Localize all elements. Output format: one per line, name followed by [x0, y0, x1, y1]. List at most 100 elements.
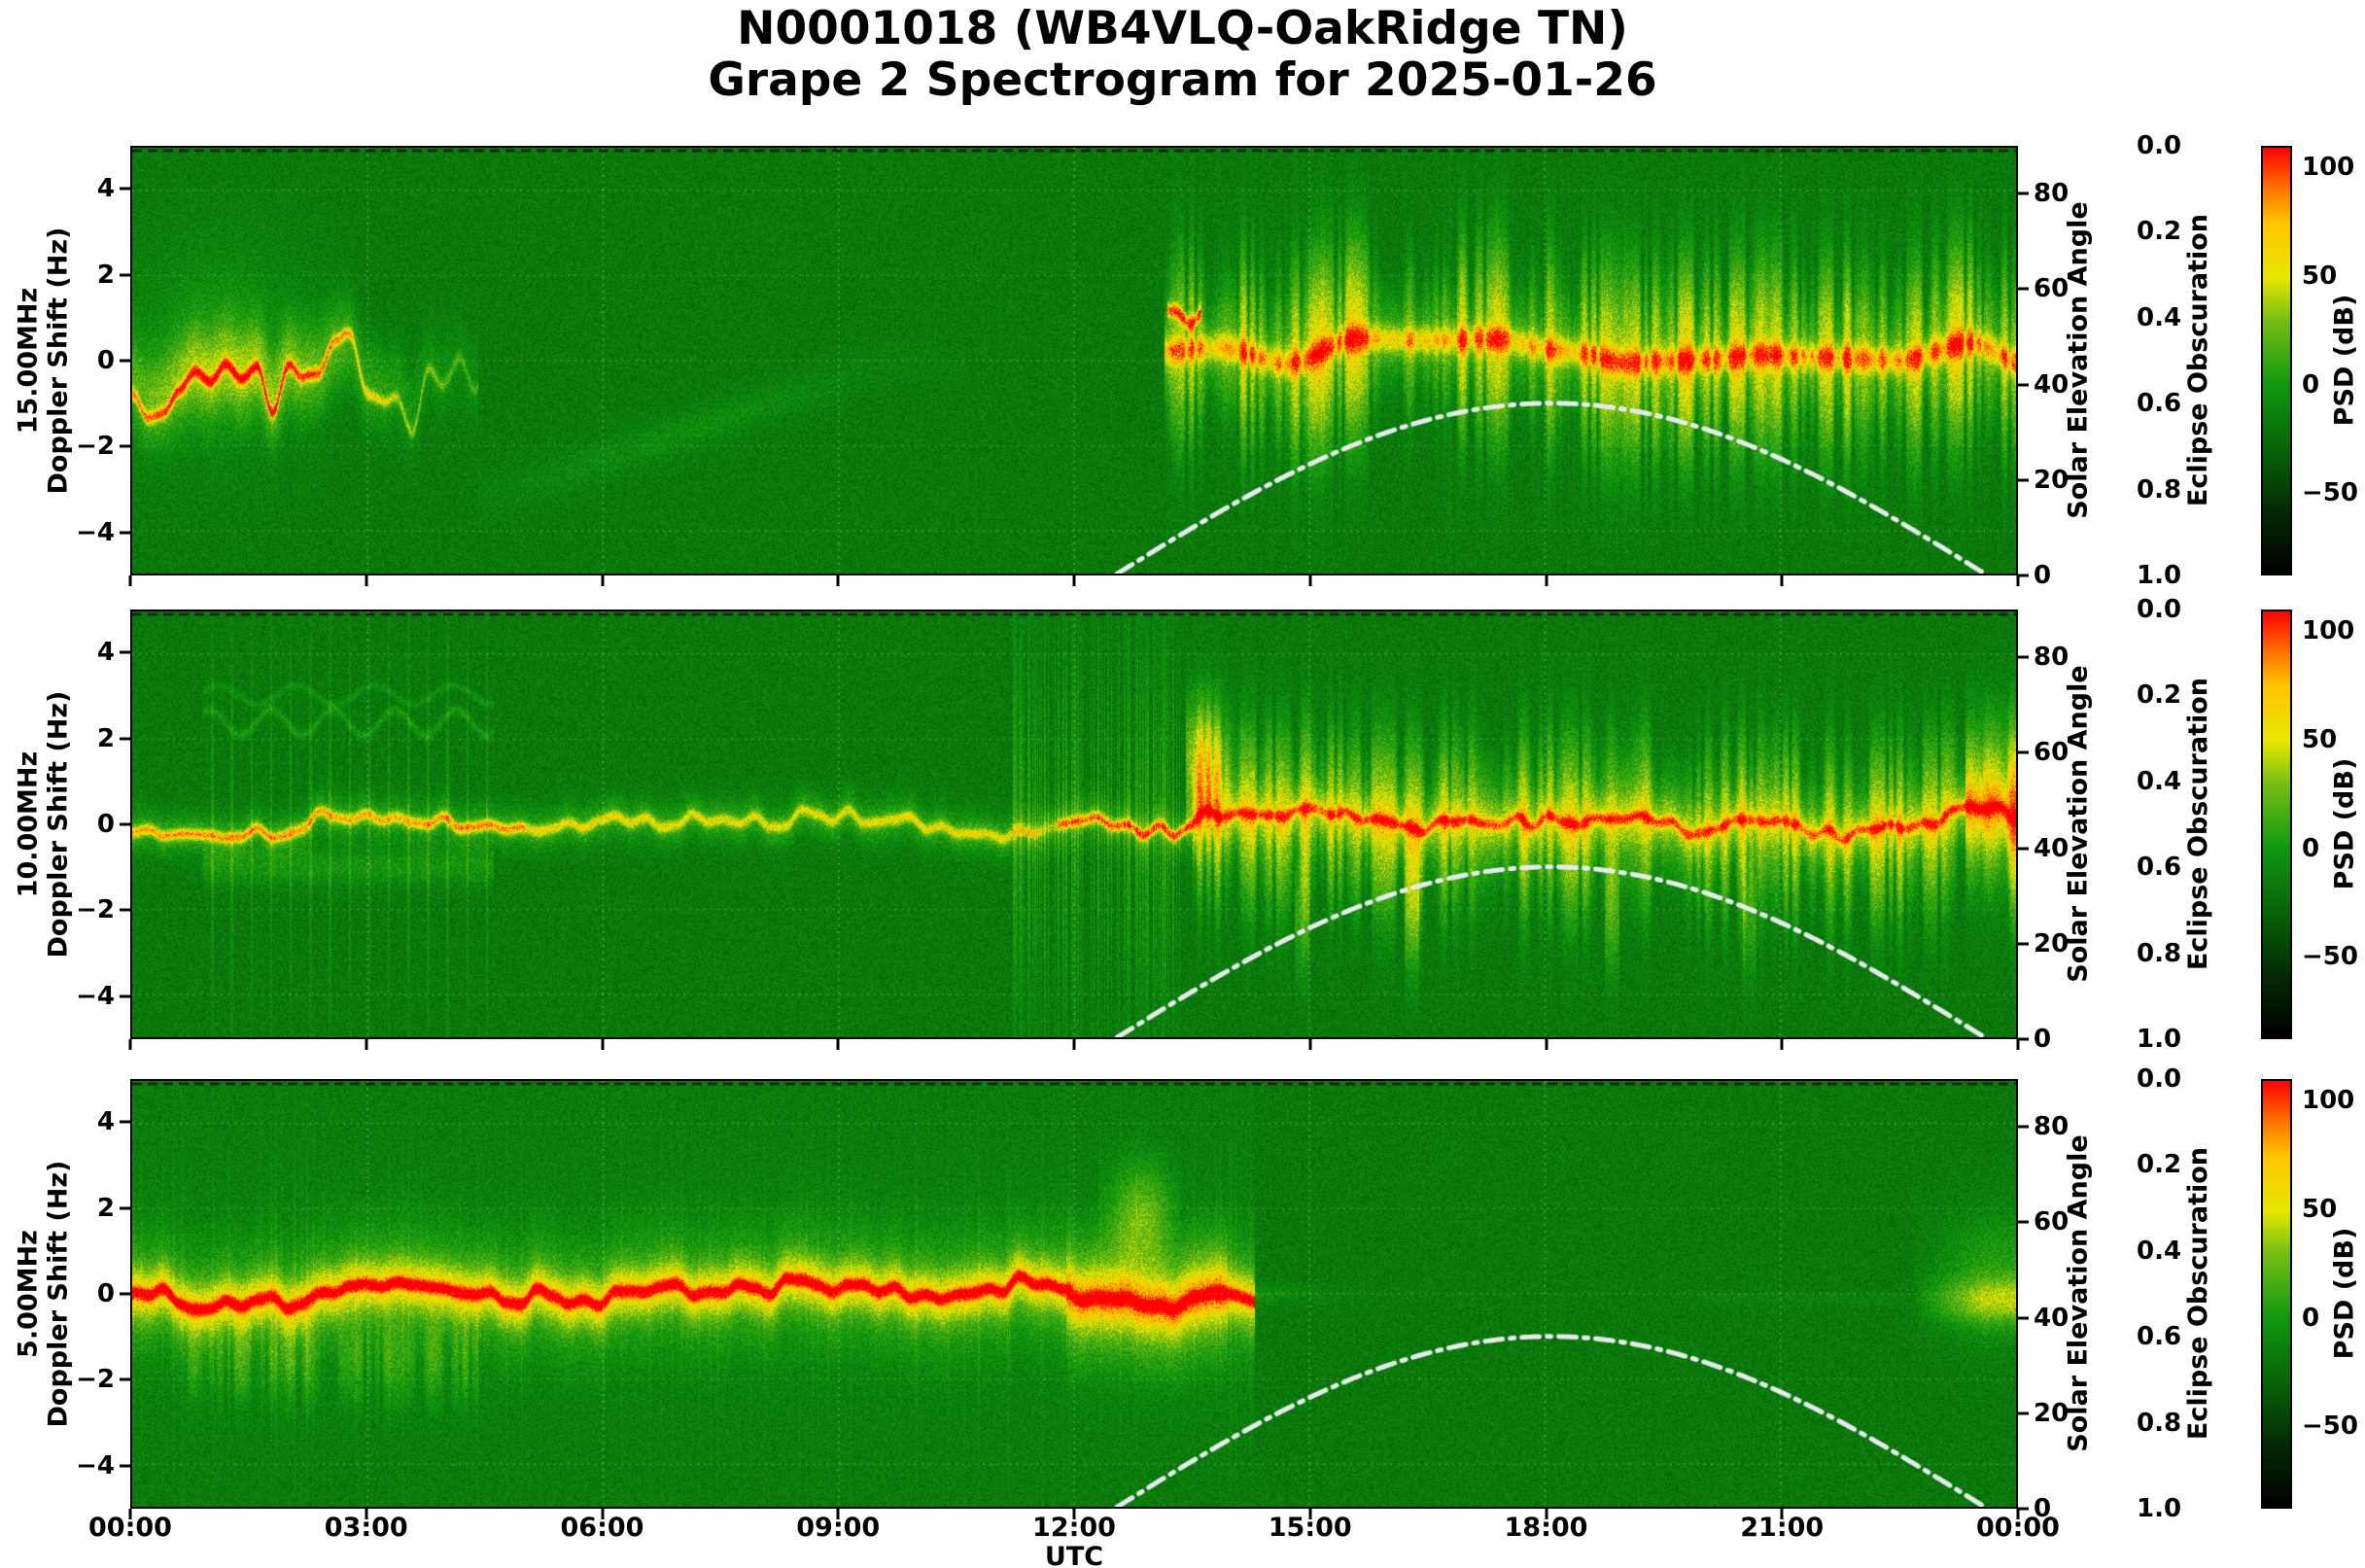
- solar-elevation-ticks: 80 60 40 20 0: [2034, 1079, 2082, 1521]
- spectrogram-5mhz-canvas: [132, 1081, 2016, 1507]
- x-tick-label: 15:00: [1268, 1513, 1352, 1543]
- psd-colorbar-ticks: 100 50 0 −50: [2302, 146, 2362, 575]
- x-tick-mark: [1308, 1509, 1312, 1519]
- y-tick-label: 2: [96, 723, 115, 753]
- psd-tick-label: −50: [2302, 478, 2358, 508]
- y-tick-mark: [120, 273, 130, 277]
- solar-axis-label: Solar Elevation Angle: [2063, 1134, 2094, 1453]
- x-axis-label-utc: UTC: [1044, 1542, 1104, 1568]
- psd-tick-label: 100: [2302, 1086, 2355, 1116]
- eclipse-axis-label: Eclipse Obscuration: [2183, 214, 2214, 507]
- x-tick-mark: [128, 575, 132, 586]
- band-label-10mhz: 10.00MHz: [12, 750, 43, 898]
- y-tick-label: −2: [76, 895, 115, 925]
- solar-tick-mark: [2018, 1125, 2029, 1129]
- eclipse-obscuration-ticks: 0.0 0.2 0.4 0.6 0.8 1.0: [2137, 133, 2193, 588]
- spectrogram-5mhz-plot: [130, 1079, 2018, 1509]
- y-tick-label: 4: [96, 638, 115, 668]
- x-tick-marks: [128, 1509, 2020, 1522]
- y-tick-label: −4: [76, 517, 115, 547]
- x-tick-mark: [1780, 575, 1784, 586]
- psd-tick-label: 100: [2302, 616, 2355, 646]
- x-tick-marks: [128, 575, 2020, 589]
- solar-tick-mark: [2018, 655, 2029, 659]
- psd-tick-label: 0: [2302, 369, 2320, 400]
- x-tick-mark: [1545, 1039, 1548, 1050]
- y-tick-label: 0: [96, 1279, 115, 1308]
- x-tick-label: 18:00: [1504, 1513, 1588, 1543]
- x-tick-mark: [2016, 575, 2020, 586]
- eclipse-tick-label: 0.8: [2137, 1408, 2182, 1438]
- x-tick-mark: [365, 575, 368, 586]
- y-tick-label: 4: [96, 1107, 115, 1137]
- x-tick-mark: [1072, 575, 1076, 586]
- eclipse-tick-label: 0.6: [2137, 389, 2182, 419]
- solar-tick-mark: [2018, 847, 2029, 851]
- x-tick-mark: [601, 1509, 604, 1519]
- solar-tick-label: 20: [2034, 465, 2069, 495]
- x-tick-label: 00:00: [88, 1513, 172, 1543]
- eclipse-obscuration-ticks: 0.0 0.2 0.4 0.6 0.8 1.0: [2137, 1066, 2193, 1521]
- solar-tick-label: 40: [2034, 1303, 2069, 1333]
- eclipse-tick-label: 0.0: [2137, 595, 2182, 624]
- solar-tick-label: 0: [2034, 1494, 2052, 1523]
- psd-tick-label: −50: [2302, 942, 2358, 972]
- title-line2: Grape 2 Spectrogram for 2025-01-26: [708, 52, 1657, 107]
- x-tick-label: 21:00: [1740, 1513, 1825, 1543]
- x-tick-mark: [2016, 1039, 2020, 1050]
- solar-tick-label: 0: [2034, 1025, 2052, 1054]
- x-tick-mark: [1072, 1509, 1076, 1519]
- eclipse-tick-label: 1.0: [2137, 561, 2182, 590]
- x-tick-mark: [1072, 1039, 1076, 1050]
- x-tick-marks: [128, 1039, 2020, 1053]
- psd-colorbar-ticks: 100 50 0 −50: [2302, 610, 2362, 1039]
- y-tick-label: 4: [96, 174, 115, 204]
- psd-tick-label: 100: [2302, 153, 2355, 183]
- psd-tick-label: 0: [2302, 833, 2320, 863]
- eclipse-axis-label: Eclipse Obscuration: [2183, 1147, 2214, 1441]
- solar-tick-mark: [2018, 1316, 2029, 1320]
- solar-tick-label: 40: [2034, 369, 2069, 400]
- x-tick-mark: [836, 1509, 840, 1519]
- x-tick-label: 06:00: [560, 1513, 644, 1543]
- solar-elevation-ticks: 80 60 40 20 0: [2034, 610, 2082, 1052]
- solar-tick-label: 60: [2034, 738, 2069, 768]
- x-axis-tick-labels: 00:00 03:00 06:00 09:00 12:00 15:00 18:00 21:00…: [88, 1513, 2060, 1544]
- band-label-15mhz: 15.00MHz: [12, 287, 43, 435]
- psd-colorbar: [2261, 146, 2292, 575]
- x-tick-mark: [1780, 1039, 1784, 1050]
- y-tick-label: 0: [96, 346, 115, 375]
- solar-tick-mark: [2018, 383, 2029, 387]
- x-tick-label: 12:00: [1032, 1513, 1116, 1543]
- x-tick-mark: [1308, 575, 1312, 586]
- y-tick-mark: [120, 444, 130, 448]
- solar-tick-mark: [2018, 1507, 2029, 1511]
- solar-tick-mark: [2018, 287, 2029, 291]
- eclipse-tick-label: 0.6: [2137, 1322, 2182, 1352]
- x-tick-mark: [128, 1039, 132, 1050]
- eclipse-tick-label: 0.2: [2137, 680, 2182, 711]
- solar-tick-label: 80: [2034, 179, 2069, 209]
- x-tick-mark: [601, 575, 604, 586]
- solar-tick-mark: [2018, 478, 2029, 482]
- psd-tick-label: −50: [2302, 1411, 2358, 1442]
- eclipse-tick-label: 0.4: [2137, 302, 2182, 332]
- solar-axis-label: Solar Elevation Angle: [2063, 665, 2094, 984]
- y-tick-label: −4: [76, 1450, 115, 1481]
- solar-tick-mark: [2018, 1037, 2029, 1041]
- eclipse-tick-label: 0.4: [2137, 766, 2182, 796]
- spectrogram-10mhz-canvas: [132, 611, 2016, 1037]
- y-tick-mark: [120, 737, 130, 741]
- spectrogram-15mhz-plot: [130, 146, 2018, 575]
- y-tick-mark: [120, 994, 130, 998]
- solar-elevation-ticks: 80 60 40 20 0: [2034, 146, 2082, 588]
- y-tick-mark: [120, 908, 130, 912]
- title-line1: N0001018 (WB4VLQ-OakRidge TN): [737, 2, 1628, 55]
- solar-tick-mark: [2018, 192, 2029, 195]
- y-tick-mark: [120, 822, 130, 826]
- eclipse-obscuration-ticks: 0.0 0.2 0.4 0.6 0.8 1.0: [2137, 597, 2193, 1052]
- solar-tick-label: 60: [2034, 274, 2069, 304]
- psd-colorbar: [2261, 1079, 2292, 1509]
- y-tick-mark: [120, 531, 130, 535]
